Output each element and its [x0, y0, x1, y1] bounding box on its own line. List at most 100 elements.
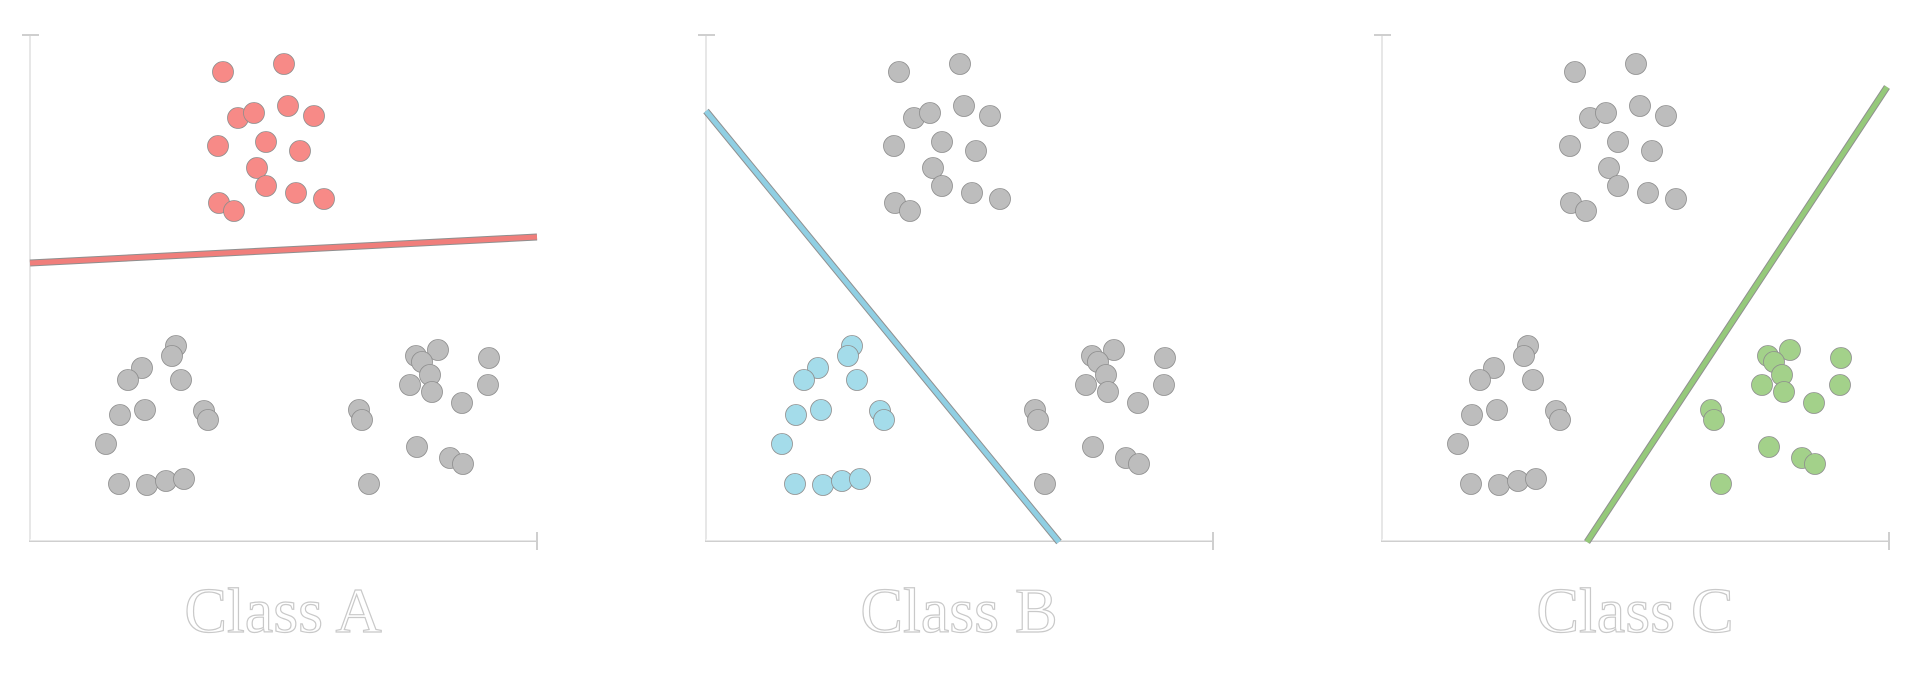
other-point	[949, 53, 971, 75]
highlighted-point	[255, 175, 277, 197]
highlighted-point	[223, 200, 245, 222]
highlighted-point	[255, 131, 277, 153]
other-point	[1027, 409, 1049, 431]
other-point	[919, 102, 941, 124]
other-point	[421, 381, 443, 403]
other-point	[478, 347, 500, 369]
separator-line	[29, 234, 538, 266]
other-point	[1607, 131, 1629, 153]
highlighted-point	[1779, 339, 1801, 361]
axes	[1374, 34, 1890, 550]
highlighted-point	[1751, 374, 1773, 396]
other-point	[1486, 399, 1508, 421]
highlighted-point	[1830, 347, 1852, 369]
highlighted-point	[273, 53, 295, 75]
other-point	[899, 200, 921, 222]
other-point	[427, 339, 449, 361]
other-point	[1564, 61, 1586, 83]
other-point	[883, 135, 905, 157]
other-point	[1103, 339, 1125, 361]
highlighted-point	[849, 468, 871, 490]
other-point	[1641, 140, 1663, 162]
highlighted-point	[1803, 392, 1825, 414]
panel-label: Class C	[1536, 575, 1733, 646]
other-point	[1607, 175, 1629, 197]
other-point	[1598, 157, 1620, 179]
other-point	[173, 468, 195, 490]
other-point	[117, 369, 139, 391]
other-point	[170, 369, 192, 391]
other-point	[109, 404, 131, 426]
highlighted-point	[784, 473, 806, 495]
other-point	[931, 131, 953, 153]
highlighted-point	[1804, 453, 1826, 475]
highlighted-point	[246, 157, 268, 179]
other-point	[1637, 182, 1659, 204]
highlighted-point	[807, 357, 829, 379]
highlighted-point	[1710, 473, 1732, 495]
other-point	[1469, 369, 1491, 391]
panel-class-a: Class A	[22, 34, 538, 647]
highlighted-point	[771, 433, 793, 455]
highlighted-point	[285, 182, 307, 204]
highlighted-point	[289, 140, 311, 162]
other-point	[1655, 105, 1677, 127]
other-point	[1082, 436, 1104, 458]
other-point	[1461, 404, 1483, 426]
other-point	[108, 473, 130, 495]
other-point	[1483, 357, 1505, 379]
highlighted-point	[810, 399, 832, 421]
other-point	[979, 105, 1001, 127]
other-point	[1513, 345, 1535, 367]
other-point	[197, 409, 219, 431]
other-point	[1075, 374, 1097, 396]
other-point	[931, 175, 953, 197]
highlighted-point	[793, 369, 815, 391]
other-point	[1549, 409, 1571, 431]
other-point	[452, 453, 474, 475]
data-points	[771, 53, 1176, 496]
other-point	[358, 473, 380, 495]
other-point	[1559, 135, 1581, 157]
other-point	[989, 188, 1011, 210]
other-point	[1575, 200, 1597, 222]
other-point	[161, 345, 183, 367]
other-point	[451, 392, 473, 414]
other-point	[95, 433, 117, 455]
highlighted-point	[243, 102, 265, 124]
panel-class-b: Class B	[698, 34, 1214, 647]
other-point	[1522, 369, 1544, 391]
highlighted-point	[1703, 409, 1725, 431]
highlighted-point	[1829, 374, 1851, 396]
other-point	[1097, 381, 1119, 403]
other-point	[1154, 347, 1176, 369]
other-point	[1153, 374, 1175, 396]
axis-highlight	[29, 36, 536, 541]
highlighted-point	[277, 95, 299, 117]
panel-label: Class A	[184, 575, 381, 646]
other-point	[477, 374, 499, 396]
axes	[698, 34, 1214, 550]
highlighted-point	[785, 404, 807, 426]
highlighted-point	[303, 105, 325, 127]
other-point	[1595, 102, 1617, 124]
panel-class-c: Class C	[1374, 34, 1890, 647]
other-point	[351, 409, 373, 431]
axis-highlight	[705, 36, 1212, 541]
panel-label: Class B	[860, 575, 1057, 646]
highlighted-point	[1773, 381, 1795, 403]
other-point	[1488, 474, 1510, 496]
axes	[22, 34, 538, 550]
other-point	[1525, 468, 1547, 490]
other-point	[961, 182, 983, 204]
other-point	[1625, 53, 1647, 75]
other-point	[1460, 473, 1482, 495]
highlighted-point	[313, 188, 335, 210]
highlighted-point	[207, 135, 229, 157]
highlighted-point	[212, 61, 234, 83]
other-point	[1665, 188, 1687, 210]
highlighted-point	[837, 345, 859, 367]
other-point	[953, 95, 975, 117]
other-point	[136, 474, 158, 496]
